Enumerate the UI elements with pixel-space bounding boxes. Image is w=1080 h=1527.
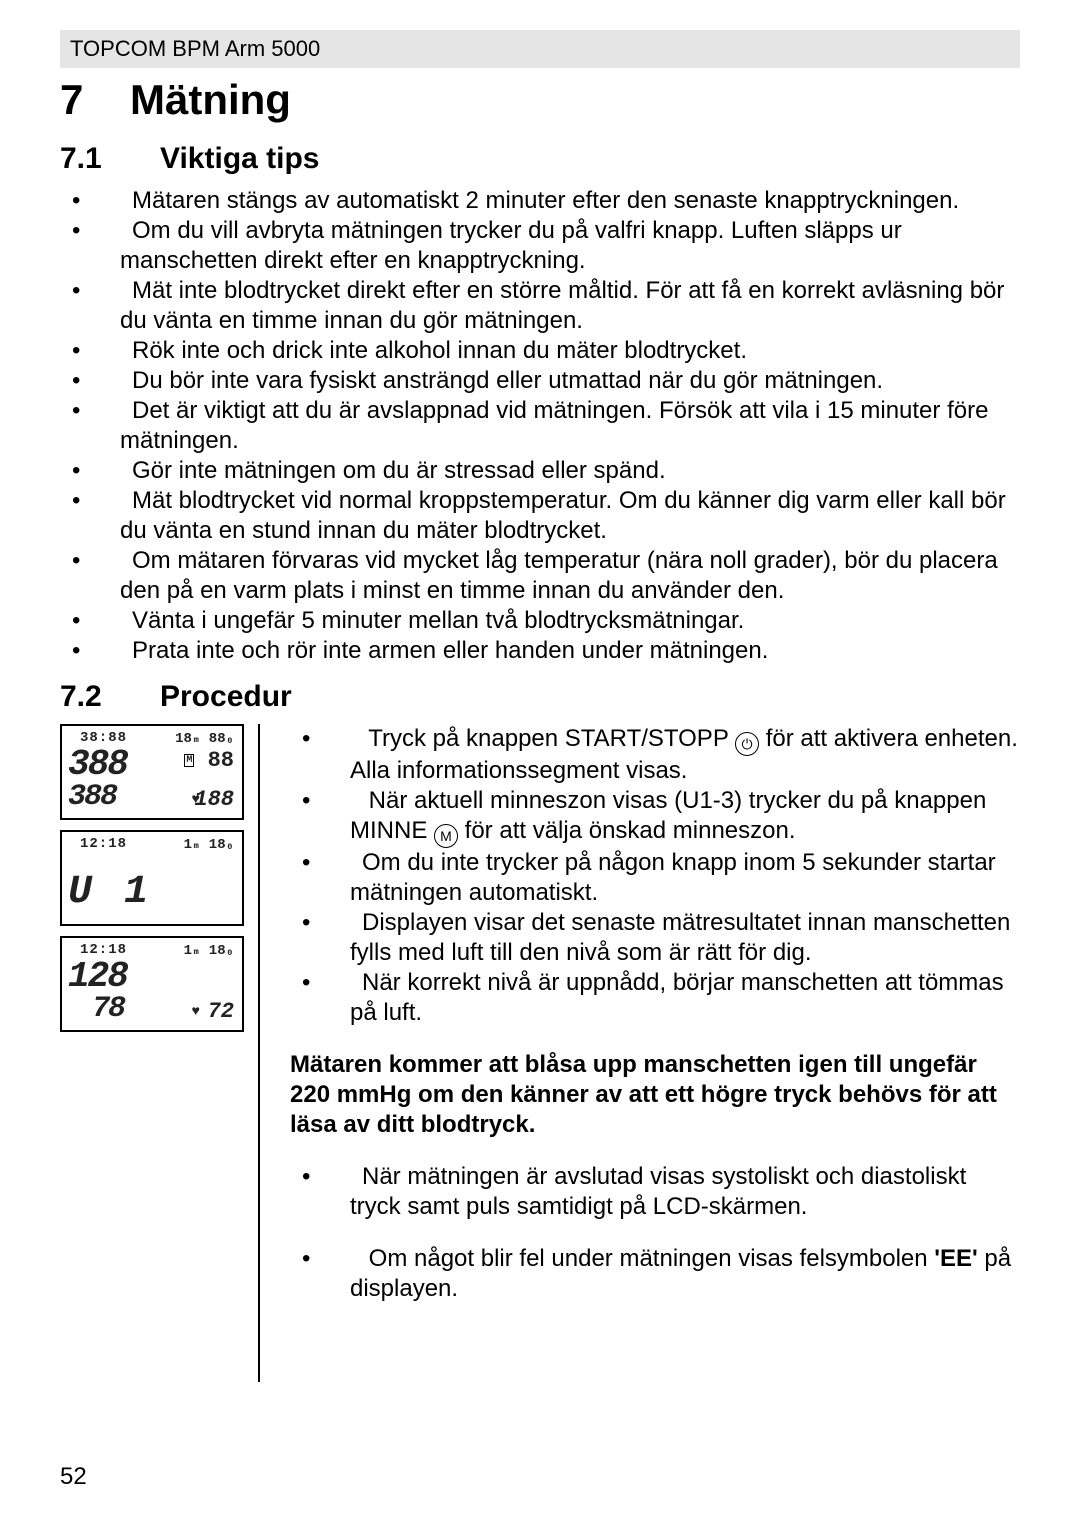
section-7-1-title: Viktiga tips [160, 142, 320, 175]
lcd-display-2: 12:18 1ₘ 18₀ U 1 [60, 830, 244, 926]
lcd-right-1: M 88 [184, 748, 234, 773]
lcd-date: 1ₘ 18₀ [184, 942, 234, 959]
section-7-1-heading: 7.1Viktiga tips [60, 142, 1020, 176]
list-item: Om du vill avbryta mätningen trycker du … [60, 216, 1020, 276]
list-item: Mät inte blodtrycket direkt efter en stö… [60, 276, 1020, 336]
list-item: Gör inte mätningen om du är stressad ell… [60, 456, 1020, 486]
section-7-heading: 7Mätning [60, 76, 1020, 124]
list-item: Du bör inte vara fysiskt ansträngd eller… [60, 366, 1020, 396]
after-list: När mätningen är avslutad visas systolis… [290, 1162, 1020, 1304]
list-item: Om något blir fel under mätningen visas … [290, 1244, 1020, 1304]
list-item: Mät blodtrycket vid normal kroppstempera… [60, 486, 1020, 546]
lcd-display-3: 12:18 1ₘ 18₀ 128 78 ♥ 72 [60, 936, 244, 1032]
inflation-note: Mätaren kommer att blåsa upp manschetten… [290, 1050, 1020, 1140]
list-item: När mätningen är avslutad visas systolis… [290, 1162, 1020, 1222]
lcd-date: 18ₘ 88₀ [175, 730, 234, 747]
section-7-2-number: 7.2 [60, 680, 160, 714]
lcd-display-1: 38:88 18ₘ 88₀ 388 M 88 388 ♥ 188 [60, 724, 244, 820]
list-item: Vänta i ungefär 5 minuter mellan två blo… [60, 606, 1020, 636]
list-item: Tryck på knappen START/STOPP ⏻ för att a… [290, 724, 1020, 786]
procedure-list: Tryck på knappen START/STOPP ⏻ för att a… [290, 724, 1020, 1028]
lcd-user: U 1 [68, 870, 152, 915]
page-number: 52 [60, 1463, 87, 1491]
section-7-number: 7 [60, 76, 130, 124]
lcd-date: 1ₘ 18₀ [184, 836, 234, 853]
lcd-diastolic: 388 [68, 780, 116, 814]
section-7-title: Mätning [130, 76, 291, 123]
heart-icon: ♥ [192, 1004, 200, 1020]
error-code: 'EE' [934, 1245, 977, 1272]
section-7-2-heading: 7.2Procedur [60, 680, 1020, 714]
list-item: Om du inte trycker på någon knapp inom 5… [290, 848, 1020, 908]
lcd-pulse: 72 [208, 999, 234, 1024]
page-header: TOPCOM BPM Arm 5000 [60, 30, 1020, 68]
lcd-time: 12:18 [80, 836, 127, 852]
lcd-systolic: 388 [68, 744, 127, 785]
section-7-1-number: 7.1 [60, 142, 160, 176]
list-item: När korrekt nivå är uppnådd, börjar mans… [290, 968, 1020, 1028]
list-item: Mätaren stängs av automatiskt 2 minuter … [60, 186, 1020, 216]
tips-list: Mätaren stängs av automatiskt 2 minuter … [60, 186, 1020, 666]
list-item: När aktuell minneszon visas (U1-3) tryck… [290, 786, 1020, 848]
power-icon: ⏻ [735, 732, 759, 756]
procedure-text: Tryck på knappen START/STOPP ⏻ för att a… [290, 724, 1020, 1326]
memory-icon: M [434, 824, 458, 848]
lcd-column: 38:88 18ₘ 88₀ 388 M 88 388 ♥ 188 12:18 1… [60, 724, 260, 1382]
list-item: Det är viktigt att du är avslappnad vid … [60, 396, 1020, 456]
list-item: Prata inte och rör inte armen eller hand… [60, 636, 1020, 666]
product-name: TOPCOM BPM Arm 5000 [70, 36, 320, 61]
lcd-pulse: 188 [194, 787, 234, 812]
section-7-2-title: Procedur [160, 680, 292, 713]
lcd-systolic: 128 [68, 956, 127, 997]
list-item: Rök inte och drick inte alkohol innan du… [60, 336, 1020, 366]
list-item: Om mätaren förvaras vid mycket låg tempe… [60, 546, 1020, 606]
list-item: Displayen visar det senaste mätresultate… [290, 908, 1020, 968]
lcd-diastolic: 78 [92, 992, 124, 1026]
